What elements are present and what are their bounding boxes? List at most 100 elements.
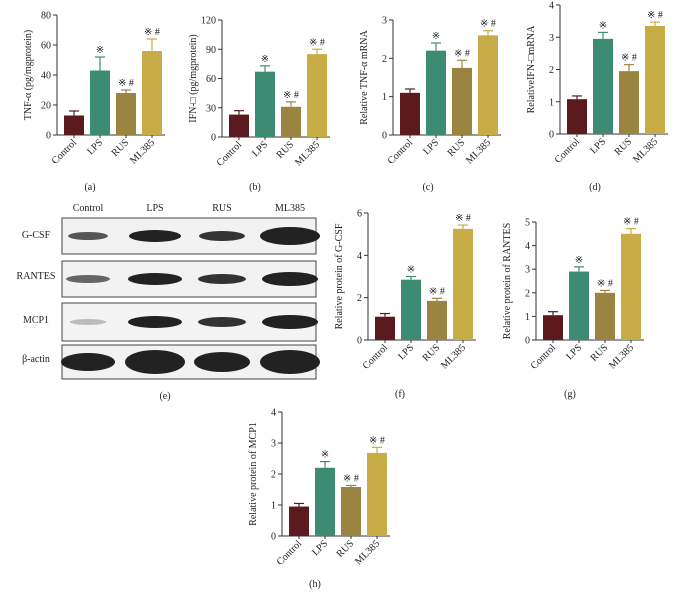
bar: [569, 271, 589, 340]
error-bar: [483, 30, 493, 36]
bar: [375, 316, 395, 340]
y-tick-label: 0: [46, 131, 51, 142]
y-tick-label: 30: [206, 103, 216, 114]
y-tick-label: 0: [525, 336, 530, 347]
y-axis-label: Relative TNF-α mRNA: [359, 29, 370, 124]
bar: [621, 233, 641, 340]
significance-label: ※ #: [621, 53, 637, 64]
significance-label: ※ #: [309, 37, 325, 48]
x-tick-label: ML385: [353, 538, 382, 567]
bar: [307, 54, 327, 137]
x-tick-label: RUS: [275, 139, 297, 161]
error-bar: [458, 224, 468, 229]
x-tick-label: Control: [386, 137, 416, 167]
x-tick-label: Control: [529, 342, 559, 372]
row-label: β-actin: [22, 354, 50, 365]
significance-label: ※ #: [429, 286, 445, 297]
bar: [341, 487, 361, 536]
x-tick-label: LPS: [310, 538, 330, 558]
x-tick-label: ML385: [439, 342, 468, 371]
y-tick-label: 2: [271, 470, 276, 481]
y-tick-label: 1: [549, 97, 554, 108]
bar: [229, 114, 249, 137]
bar: [400, 92, 420, 135]
error-bar: [320, 461, 330, 468]
panel-label: (g): [564, 389, 576, 400]
x-tick-label: RUS: [613, 136, 635, 158]
bar: [64, 115, 84, 135]
x-tick-label: LPS: [421, 137, 441, 157]
bar: [452, 67, 472, 135]
y-tick-label: 3: [549, 33, 554, 44]
bar: [619, 71, 639, 134]
x-tick-label: LPS: [564, 342, 584, 362]
error-bar: [431, 42, 441, 51]
significance-label: ※: [599, 20, 607, 31]
row-label: MCP1: [23, 315, 49, 326]
x-tick-label: RUS: [335, 538, 357, 560]
x-tick-label: LPS: [85, 137, 105, 157]
lane-label: RUS: [212, 203, 231, 214]
bar: [543, 315, 563, 340]
y-tick-label: 4: [271, 408, 276, 419]
significance-label: ※ #: [144, 27, 160, 38]
bar: [595, 292, 615, 340]
bar: [90, 70, 110, 135]
error-bar: [294, 502, 304, 507]
y-tick-label: 2: [357, 293, 362, 304]
y-tick-label: 0: [211, 133, 216, 144]
bar: [426, 50, 446, 135]
error-bar: [457, 59, 467, 68]
error-bar: [234, 110, 244, 115]
y-tick-label: 4: [549, 1, 554, 12]
error-bar: [650, 21, 660, 26]
y-axis-label: Relative protein of RANTES: [502, 223, 513, 339]
y-tick-label: 1: [382, 92, 387, 103]
row-label: G-CSF: [22, 230, 51, 241]
significance-label: ※ #: [343, 473, 359, 484]
significance-label: ※ #: [369, 435, 385, 446]
error-bar: [626, 228, 636, 234]
error-bar: [405, 88, 415, 93]
y-tick-label: 1: [525, 312, 530, 323]
x-tick-label: RUS: [421, 342, 443, 364]
y-tick-label: 4: [525, 241, 530, 252]
row-label: RANTES: [17, 271, 56, 282]
x-tick-label: RUS: [589, 342, 611, 364]
y-tick-label: 3: [271, 439, 276, 450]
bar: [315, 467, 335, 536]
bands: [61, 227, 320, 374]
bar: [367, 452, 387, 536]
y-tick-label: 1: [271, 501, 276, 512]
error-bar: [121, 89, 131, 93]
error-bar: [406, 275, 416, 280]
significance-label: ※: [261, 54, 269, 65]
error-bar: [312, 48, 322, 55]
x-tick-label: ML385: [631, 136, 660, 165]
y-tick-label: 120: [201, 16, 216, 27]
panel-label: (a): [84, 182, 95, 193]
panel-label: (e): [159, 391, 170, 402]
y-tick-label: 2: [525, 288, 530, 299]
y-tick-label: 0: [382, 131, 387, 142]
y-tick-label: 4: [357, 251, 362, 262]
y-tick-label: 3: [382, 16, 387, 27]
x-tick-label: Control: [275, 538, 305, 568]
error-bar: [95, 56, 105, 71]
panel-label: (f): [395, 389, 405, 400]
blot-panel: Control LPS RUS ML385 G-CSF RANTES MCP1 …: [17, 203, 320, 402]
significance-label: ※ #: [623, 217, 639, 228]
bar: [281, 106, 301, 137]
x-tick-label: Control: [50, 137, 80, 167]
y-axis-label: IFN-□ (pg/mgprotein): [188, 34, 199, 123]
significance-label: ※ #: [647, 10, 663, 21]
y-axis-label: RelativeIFN-□mRNA: [526, 25, 537, 113]
bar: [567, 99, 587, 134]
panel-label: (c): [422, 182, 433, 193]
x-tick-label: ML385: [607, 342, 636, 371]
bar: [289, 506, 309, 536]
error-bar: [260, 65, 270, 72]
lane-label: LPS: [146, 203, 163, 214]
error-bar: [574, 266, 584, 272]
error-bar: [69, 110, 79, 116]
